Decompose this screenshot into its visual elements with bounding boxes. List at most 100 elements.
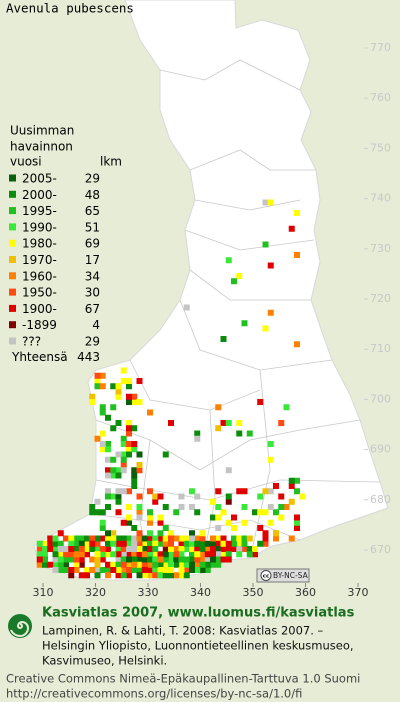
observation-square xyxy=(110,540,117,547)
observation-square xyxy=(115,393,122,400)
observation-square xyxy=(120,451,127,458)
legend-swatch xyxy=(9,304,16,312)
observation-square xyxy=(126,519,132,526)
observation-square xyxy=(215,514,222,521)
observation-square xyxy=(136,551,143,558)
legend-count: 48 xyxy=(85,188,100,202)
observation-square xyxy=(262,535,269,542)
observation-square xyxy=(52,540,59,547)
legend-label: ??? xyxy=(22,335,41,349)
observation-square xyxy=(141,535,148,542)
observation-square xyxy=(141,551,148,558)
observation-square xyxy=(194,535,201,542)
observation-square xyxy=(257,509,264,516)
observation-square xyxy=(120,561,127,568)
observation-square xyxy=(42,551,48,558)
observation-square xyxy=(215,488,222,495)
observation-square xyxy=(162,504,169,510)
observation-square xyxy=(168,535,174,542)
legend-label: 1990- xyxy=(22,220,57,234)
observation-square xyxy=(131,535,138,542)
observation-square xyxy=(173,556,180,563)
observation-square xyxy=(94,561,101,568)
observation-square xyxy=(294,525,300,531)
observation-square xyxy=(162,451,169,458)
observation-square xyxy=(210,546,216,552)
observation-square xyxy=(52,551,59,558)
total-count: 443 xyxy=(77,350,100,364)
observation-square xyxy=(178,551,185,558)
observation-square xyxy=(199,535,206,542)
observation-square xyxy=(36,561,43,568)
observation-square xyxy=(204,546,211,552)
observation-square xyxy=(105,446,111,453)
observation-square xyxy=(110,404,117,411)
observation-square xyxy=(157,540,164,547)
observation-square xyxy=(57,556,64,563)
observation-square xyxy=(89,535,96,542)
observation-square xyxy=(152,567,159,573)
observation-square xyxy=(78,551,85,558)
observation-square xyxy=(63,535,69,542)
legend-swatch xyxy=(9,272,16,280)
observation-square xyxy=(57,530,64,537)
observation-square xyxy=(220,556,227,563)
observation-square xyxy=(236,546,243,552)
observation-square xyxy=(210,551,216,558)
observation-square xyxy=(178,493,185,500)
observation-square xyxy=(299,493,306,500)
license-line: Creative Commons Nimeä-Epäkaupallinen-Ta… xyxy=(6,672,360,686)
observation-square xyxy=(162,551,169,558)
observation-square xyxy=(99,509,106,516)
observation-square xyxy=(52,556,59,563)
observation-square xyxy=(189,546,195,552)
observation-square xyxy=(110,493,117,500)
total-label: Yhteensä xyxy=(11,350,68,364)
observation-square xyxy=(126,430,132,437)
observation-square xyxy=(136,556,143,563)
observation-square xyxy=(126,399,132,405)
observation-square xyxy=(152,535,159,542)
observation-square xyxy=(183,540,190,547)
observation-square xyxy=(147,514,153,521)
observation-square xyxy=(131,467,138,474)
x-tick-label: 310 xyxy=(33,586,54,599)
observation-square xyxy=(267,199,274,206)
observation-square xyxy=(84,546,90,552)
observation-square xyxy=(105,572,111,579)
observation-square xyxy=(94,546,101,552)
observation-square xyxy=(105,456,111,463)
observation-square xyxy=(131,483,138,489)
observation-square xyxy=(126,425,132,432)
observation-square xyxy=(147,540,153,547)
observation-square xyxy=(126,551,132,558)
observation-square xyxy=(168,561,174,568)
observation-square xyxy=(283,404,290,411)
observation-square xyxy=(267,441,274,447)
observation-square xyxy=(126,393,132,400)
observation-square xyxy=(194,509,201,516)
badge-text: BY-NC-SA xyxy=(273,571,309,580)
observation-square xyxy=(152,561,159,568)
observation-square xyxy=(231,540,237,547)
legend-swatch xyxy=(9,321,16,329)
observation-square xyxy=(246,535,253,542)
observation-square xyxy=(68,540,75,547)
observation-square xyxy=(141,567,148,573)
observation-square xyxy=(105,546,111,552)
observation-square xyxy=(210,535,216,542)
observation-square xyxy=(136,546,143,552)
observation-square xyxy=(120,456,127,463)
observation-square xyxy=(131,540,138,547)
x-tick-label: 330 xyxy=(138,586,159,599)
observation-square xyxy=(204,556,211,563)
observation-square xyxy=(157,556,164,563)
y-tick-label: 740 xyxy=(370,192,391,205)
observation-square xyxy=(131,425,138,432)
legend-count: 67 xyxy=(85,302,100,316)
observation-square xyxy=(73,540,80,547)
observation-square xyxy=(147,551,153,558)
observation-square xyxy=(168,420,174,426)
observation-square xyxy=(147,530,153,537)
